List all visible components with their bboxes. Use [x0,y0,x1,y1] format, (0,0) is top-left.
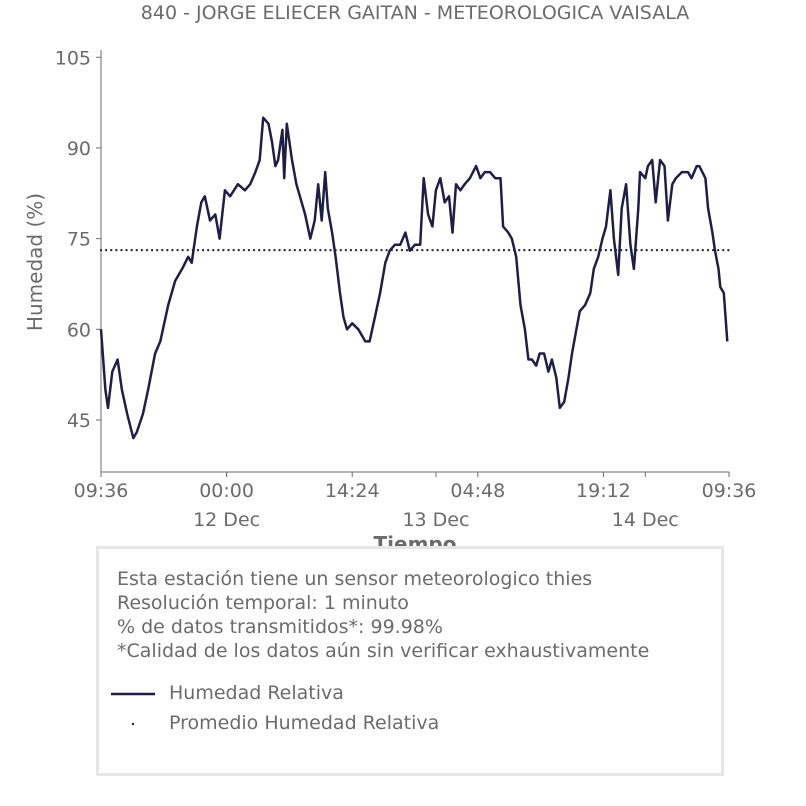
info-line: Esta estación tiene un sensor meteorolog… [117,568,593,590]
y-tick-label: 90 [67,138,91,160]
date-tick-label: 14 Dec [612,509,679,531]
chart-title: 840 - JORGE ELIECER GAITAN - METEOROLOGI… [140,2,690,24]
marks [99,116,731,440]
y-tick-label: 45 [67,410,91,432]
info-line: *Calidad de los datos aún sin verificar … [117,640,650,662]
info-line: % de datos transmitidos*: 99.98% [117,616,443,638]
date-tick-label: 13 Dec [402,509,469,531]
humidity-series-line [99,116,729,440]
axes: 45 60 75 90 105 09:36 00:00 14:24 04:48 19:12 09:3… [23,47,756,531]
x-tick-label: 19:12 [576,480,631,502]
x-tick-label: 09:36 [702,480,757,502]
date-tick-label: 12 Dec [193,509,260,531]
x-tick-label: 14:24 [325,480,380,502]
y-tick-label: 60 [67,319,91,341]
legend-label: Humedad Relativa [169,682,344,704]
info-line: Resolución temporal: 1 minuto [117,592,409,614]
legend-label: Promedio Humedad Relativa [169,712,440,734]
y-axis-label: Humedad (%) [23,193,47,331]
x-tick-label: 09:36 [74,480,129,502]
station-info: Esta estación tiene un sensor meteorolog… [117,567,649,663]
y-tick-label: 75 [67,229,91,251]
dotted-line-swatch-icon [131,722,135,726]
x-tick-label: 04:48 [450,480,505,502]
y-tick-label: 105 [55,47,91,69]
solid-line-swatch-icon [111,692,155,696]
x-tick-label: 00:00 [199,480,254,502]
legend-box: Esta estación tiene un sensor meteorolog… [96,546,724,776]
